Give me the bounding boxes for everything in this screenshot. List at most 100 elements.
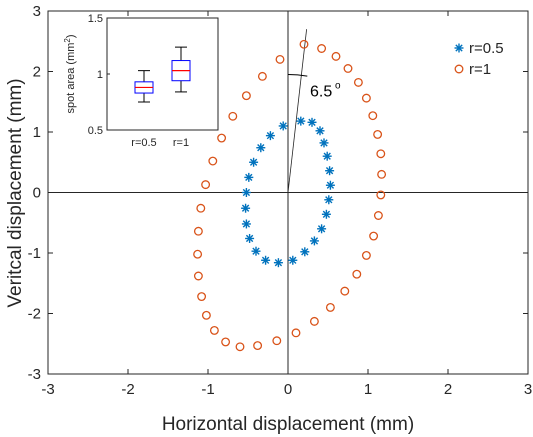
data-point-r1 [368, 111, 378, 121]
data-point-r1 [376, 190, 386, 200]
data-point-r05 [241, 203, 251, 213]
data-point-r05-stroke [252, 247, 260, 255]
data-point-r05 [265, 131, 275, 141]
data-point-r1 [272, 336, 282, 346]
y-tick-label: 1 [33, 124, 41, 141]
inset-y-tick-label: 1 [97, 69, 103, 81]
data-point-r05 [300, 247, 310, 257]
data-point-r05 [325, 180, 335, 190]
data-point-r1 [361, 250, 371, 260]
y-tick-label: -3 [28, 366, 41, 383]
data-point-r05-stroke [297, 117, 305, 125]
data-point-r05-stroke [245, 173, 253, 182]
data-point-r1 [228, 111, 238, 121]
inset-plot-area [106, 17, 219, 131]
data-point-r05 [249, 157, 259, 167]
legend-marker-r1 [454, 64, 464, 74]
data-point-r05-stroke [257, 144, 265, 152]
angle-reference-line [287, 29, 308, 193]
data-point-r05 [241, 219, 251, 229]
inset-y-tick-label: 0.5 [88, 125, 103, 137]
data-point-r05 [317, 224, 327, 234]
data-point-r05 [245, 233, 255, 243]
data-point-r1 [241, 91, 251, 101]
data-point-r1 [317, 44, 327, 53]
data-point-r05 [244, 172, 254, 182]
y-axis-title: Veritcal displacement (mm) [5, 78, 26, 307]
data-point-r05 [309, 236, 319, 246]
series-r05 [241, 116, 335, 268]
data-point-r05-stroke [325, 196, 333, 204]
data-point-r1 [352, 269, 362, 279]
data-point-r1 [309, 316, 319, 326]
legend-label-r1: r=1 [469, 61, 491, 78]
data-point-r1 [343, 64, 353, 73]
data-point-r05 [251, 246, 261, 256]
data-point-r05-stroke [242, 220, 251, 228]
data-point-r05-stroke [310, 237, 319, 245]
x-tick-label: -2 [121, 381, 134, 398]
data-point-r05-stroke [317, 225, 326, 233]
legend-marker-asterisk [454, 43, 464, 53]
data-point-r05-stroke [322, 210, 331, 218]
data-point-r05 [296, 116, 306, 126]
legend-marker-asterisk-stroke [455, 44, 463, 52]
data-point-r05-stroke [323, 152, 331, 160]
data-point-r1 [376, 149, 386, 159]
data-point-r05 [256, 143, 266, 153]
x-axis-title: Horizontal displacement (mm) [162, 414, 414, 435]
inset-y-axis-title: spot area (mm2) [63, 34, 77, 113]
data-point-r05 [315, 126, 325, 136]
data-point-r1 [373, 211, 383, 220]
y-tick-label: -1 [28, 245, 41, 262]
data-point-r1 [196, 203, 206, 213]
data-point-r1 [299, 39, 309, 49]
series-r1 [193, 39, 387, 352]
data-point-r05-stroke [289, 256, 297, 264]
data-point-r05 [325, 166, 335, 176]
legend-label-r05: r=0.5 [469, 40, 504, 57]
y-tick-label: -2 [28, 306, 41, 323]
inset-y-axis: 0.5 1 1.5 [88, 13, 110, 137]
data-point-r05-stroke [266, 131, 275, 140]
data-point-r1 [201, 180, 211, 190]
data-point-r1 [325, 303, 335, 312]
y-tick-label: 0 [33, 185, 41, 202]
angle-degree-symbol: o [335, 81, 341, 92]
data-point-r1 [193, 249, 203, 259]
data-point-r1 [209, 325, 219, 335]
data-point-r05-stroke [242, 188, 251, 197]
data-point-r05-stroke [245, 234, 254, 243]
data-point-r1 [208, 156, 218, 166]
box-r05 [134, 70, 154, 103]
data-point-r1 [291, 328, 301, 338]
data-point-r05 [261, 255, 271, 265]
data-point-r05-stroke [261, 256, 270, 264]
data-point-r05 [321, 209, 331, 219]
angle-arc [287, 74, 308, 77]
inset-category-label-r1: r=1 [173, 137, 189, 149]
data-point-r1 [197, 292, 207, 302]
data-point-r1 [353, 77, 363, 87]
data-point-r05-stroke [326, 181, 335, 189]
data-point-r1 [201, 310, 211, 320]
data-point-r1 [275, 54, 285, 64]
data-point-r05-stroke [301, 248, 309, 256]
data-point-r05-stroke [279, 122, 287, 130]
data-point-r05 [319, 138, 329, 148]
data-point-r1 [331, 51, 341, 61]
data-point-r1 [193, 271, 203, 281]
y-tick-label: 3 [33, 3, 41, 20]
legend-marker-r05 [454, 43, 464, 53]
inset-boxes [134, 46, 191, 103]
data-point-r1 [253, 341, 263, 351]
data-point-r05-stroke [249, 158, 258, 166]
data-point-r05 [322, 151, 332, 161]
legend: r=0.5 r=1 [454, 40, 504, 78]
data-point-r1 [369, 231, 379, 241]
scatter-series [193, 39, 387, 352]
box-r1 [171, 46, 191, 93]
data-point-r1 [193, 226, 203, 236]
x-tick-label: 1 [364, 381, 372, 398]
